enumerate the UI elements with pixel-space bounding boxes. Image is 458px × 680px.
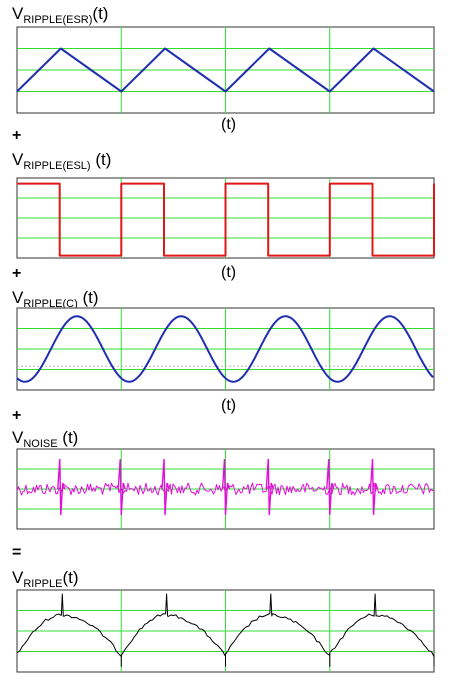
esl-label-sub: RIPPLE(ESL) bbox=[23, 160, 91, 172]
total-label-main: V bbox=[12, 568, 24, 587]
esl-time-label: (t) bbox=[221, 264, 237, 281]
total-ripple-label: VRIPPLE(t) bbox=[12, 568, 79, 594]
noise-spike-4-1 bbox=[369, 458, 379, 516]
waveform-sum bbox=[16, 593, 435, 667]
plus-operator-1: + bbox=[12, 127, 22, 144]
esl-label-tail: (t) bbox=[90, 150, 112, 169]
esr-label-tail: (t) bbox=[92, 4, 109, 23]
noise-spike-3-1 bbox=[265, 458, 274, 516]
noise-label-main: V bbox=[12, 428, 24, 447]
total-label-sub: RIPPLE bbox=[23, 578, 63, 590]
esr-ripple-label: VRIPPLE(ESR)(t) bbox=[12, 4, 108, 30]
waveform-square bbox=[17, 182, 435, 257]
total-label-tail: (t) bbox=[62, 568, 79, 587]
cap-label-tail: (t) bbox=[77, 288, 99, 307]
waveform-sine bbox=[16, 315, 434, 383]
waveform-triangle bbox=[16, 47, 435, 93]
esr-time-label: (t) bbox=[221, 116, 237, 133]
waveform-noise bbox=[16, 482, 435, 496]
noise-spike-2-2 bbox=[221, 458, 231, 516]
cap-label-sub: RIPPLE(C) bbox=[23, 298, 78, 310]
equals-operator: = bbox=[12, 544, 22, 561]
noise-label-sub: NOISE bbox=[23, 438, 58, 450]
noise-label-tail: (t) bbox=[57, 428, 79, 447]
esl-label-main: V bbox=[12, 150, 24, 169]
noise-label: VNOISE (t) bbox=[12, 428, 78, 454]
esl-ripple-label: VRIPPLE(ESL) (t) bbox=[12, 150, 111, 176]
cap-label-main: V bbox=[12, 288, 24, 307]
noise-spike-2-1 bbox=[161, 458, 170, 516]
cap-time-label: (t) bbox=[221, 397, 237, 414]
noise-spike-3-2 bbox=[326, 458, 335, 516]
cap-ripple-label: VRIPPLE(C) (t) bbox=[12, 288, 99, 314]
esr-label-sub: RIPPLE(ESR) bbox=[23, 14, 93, 26]
plus-operator-3: + bbox=[12, 407, 22, 424]
noise-spike-1-2 bbox=[117, 458, 126, 516]
plus-operator-2: + bbox=[12, 265, 22, 282]
esr-label-main: V bbox=[12, 4, 24, 23]
